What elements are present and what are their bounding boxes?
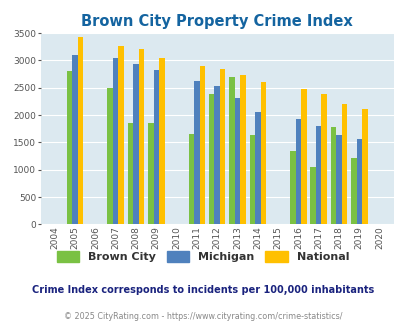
Bar [341, 104, 346, 224]
Bar [67, 71, 72, 224]
Bar [113, 58, 118, 224]
Bar [118, 46, 124, 224]
Bar [240, 75, 245, 224]
Bar [159, 58, 164, 224]
Text: © 2025 CityRating.com - https://www.cityrating.com/crime-statistics/: © 2025 CityRating.com - https://www.city… [64, 312, 341, 321]
Bar [229, 77, 234, 224]
Bar [153, 70, 159, 224]
Bar [220, 69, 225, 224]
Bar [321, 94, 326, 224]
Title: Brown City Property Crime Index: Brown City Property Crime Index [81, 14, 352, 29]
Bar [209, 94, 214, 224]
Bar [350, 158, 356, 224]
Bar [78, 37, 83, 224]
Bar [356, 139, 361, 224]
Bar [148, 123, 153, 224]
Text: Crime Index corresponds to incidents per 100,000 inhabitants: Crime Index corresponds to incidents per… [32, 285, 373, 295]
Bar [310, 167, 315, 224]
Bar [330, 127, 335, 224]
Bar [128, 123, 133, 224]
Bar [361, 109, 367, 224]
Bar [249, 135, 254, 224]
Bar [335, 135, 341, 224]
Bar [194, 81, 199, 224]
Bar [301, 89, 306, 224]
Legend: Brown City, Michigan, National: Brown City, Michigan, National [52, 247, 353, 267]
Bar [254, 112, 260, 224]
Bar [72, 55, 78, 224]
Bar [234, 98, 240, 224]
Bar [199, 66, 205, 224]
Bar [260, 82, 265, 224]
Bar [290, 151, 295, 224]
Bar [107, 88, 113, 224]
Bar [139, 49, 144, 224]
Bar [315, 126, 321, 224]
Bar [295, 119, 301, 224]
Bar [133, 64, 139, 224]
Bar [188, 134, 194, 224]
Bar [214, 86, 220, 224]
